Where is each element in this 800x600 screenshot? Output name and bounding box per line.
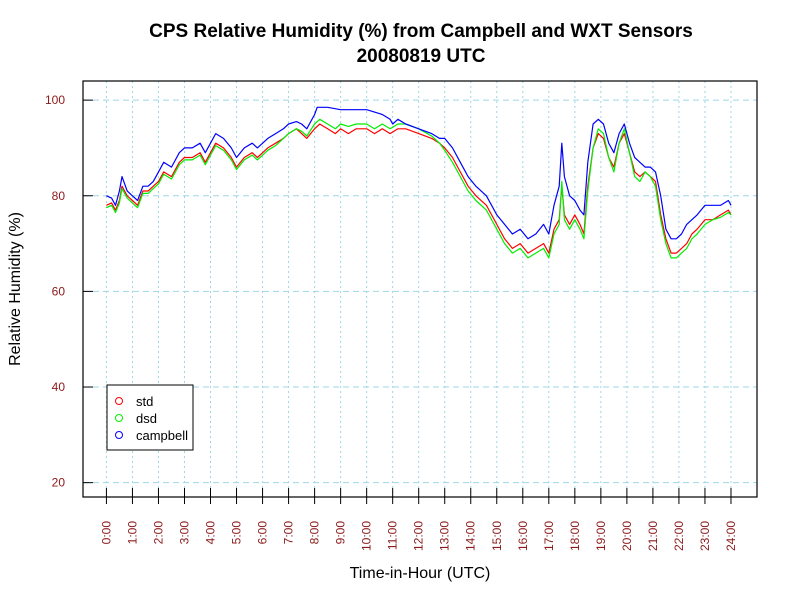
plot-frame	[82, 80, 758, 498]
y-tick-label: 40	[52, 380, 66, 394]
x-tick-label: 21:00	[646, 521, 660, 551]
legend-label-std: std	[136, 394, 153, 409]
x-tick-label: 17:00	[542, 521, 556, 551]
x-tick-label: 10:00	[360, 521, 374, 551]
series-layer	[106, 106, 732, 259]
x-tick-label: 0:00	[99, 521, 113, 545]
x-tick-label: 3:00	[177, 521, 191, 545]
chart-title: CPS Relative Humidity (%) from Campbell …	[149, 21, 693, 42]
legend-marker-std	[115, 397, 123, 405]
x-tick-label: 24:00	[724, 521, 738, 551]
x-tick-label: 15:00	[490, 521, 504, 551]
x-tick-label: 14:00	[464, 521, 478, 551]
x-tick-label: 4:00	[204, 521, 218, 545]
legend: std dsd campbell	[106, 384, 194, 451]
x-axis-label: Time-in-Hour (UTC)	[350, 565, 491, 582]
x-tick-label: 11:00	[386, 521, 400, 550]
chart-subtitle: 20080819 UTC	[357, 46, 486, 67]
legend-label-dsd: dsd	[136, 411, 157, 426]
x-tick-label: 20:00	[620, 521, 634, 551]
y-tick-label: 100	[45, 93, 65, 107]
series-line-campbell	[106, 106, 732, 240]
legend-label-campbell: campbell	[136, 428, 188, 443]
x-tick-label: 8:00	[308, 521, 322, 545]
x-tick-label: 2:00	[151, 521, 165, 545]
x-tick-label: 23:00	[698, 521, 712, 551]
y-tick-label: 80	[52, 189, 66, 203]
x-tick-label: 18:00	[568, 521, 582, 551]
x-tick-label: 1:00	[125, 521, 139, 545]
legend-marker-dsd	[115, 414, 123, 422]
y-tick-label: 60	[52, 284, 66, 298]
x-tick-label: 12:00	[412, 521, 426, 551]
x-tick-label: 5:00	[230, 521, 244, 545]
legend-box	[106, 384, 194, 451]
x-tick-label: 22:00	[672, 521, 686, 551]
x-tick-label: 19:00	[594, 521, 608, 551]
x-tick-label: 16:00	[516, 521, 530, 551]
y-tick-label: 20	[52, 476, 66, 490]
y-axis-label: Relative Humidity (%)	[7, 212, 24, 366]
axis-ticks: 0:00 1:00 2:00 3:00 4:00 5:00 6:00 7:00 8:00 9:00…	[45, 93, 738, 551]
x-tick-label: 13:00	[438, 521, 452, 551]
x-tick-label: 7:00	[282, 521, 296, 545]
series-line-dsd	[106, 118, 732, 259]
x-tick-label: 6:00	[256, 521, 270, 545]
legend-marker-campbell	[115, 431, 123, 439]
series-line-std	[106, 123, 732, 254]
x-tick-label: 9:00	[334, 521, 348, 545]
